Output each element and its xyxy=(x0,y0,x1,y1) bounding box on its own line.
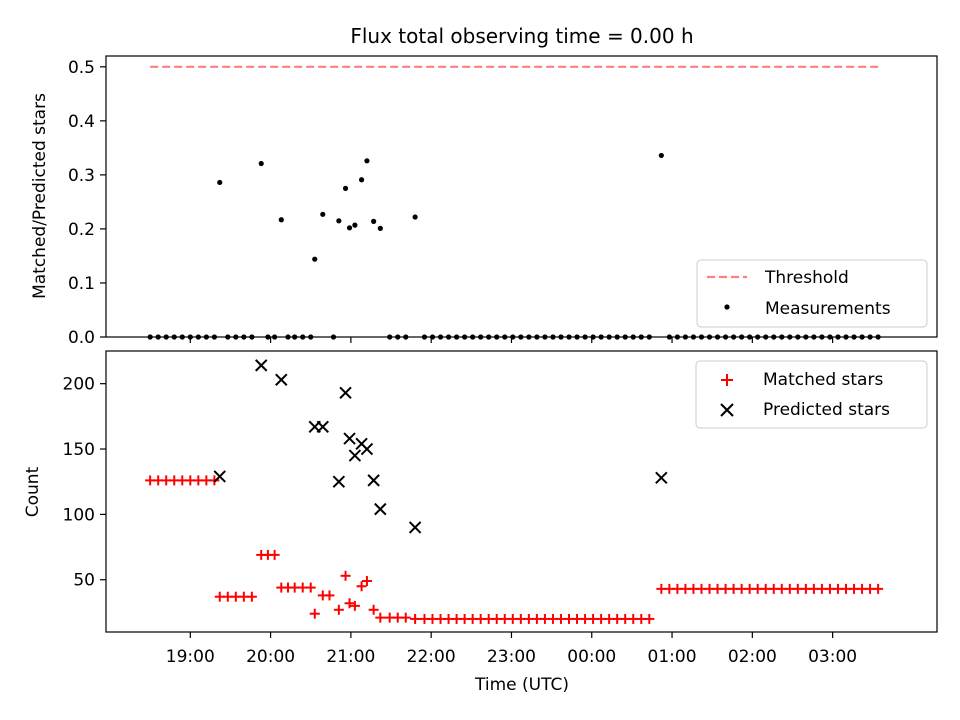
predicted-star-point xyxy=(332,475,346,488)
top-y-tick-label: 0.5 xyxy=(68,58,95,78)
matched-star-point xyxy=(324,590,335,601)
matched-star-point xyxy=(344,598,355,609)
bottom-y-tick-label: 50 xyxy=(73,571,95,591)
legend-matched-marker xyxy=(721,374,733,386)
measurement-point xyxy=(658,152,664,159)
legend-matched-label: Matched stars xyxy=(763,370,883,390)
x-tick-label: 20:00 xyxy=(246,647,295,667)
predicted-star-point xyxy=(213,470,226,483)
predicted-star-point xyxy=(275,373,288,386)
top-y-axis-label: Matched/Predicted stars xyxy=(30,93,50,299)
legend-measurements-dot xyxy=(724,304,730,310)
matched-star-point xyxy=(410,613,421,624)
matched-star-point xyxy=(361,576,372,587)
bottom-y-tick-label: 100 xyxy=(63,505,95,525)
predicted-star-point xyxy=(360,442,374,456)
top-axes-frame xyxy=(105,55,938,338)
top-x-ticks xyxy=(189,337,834,343)
measurement-point xyxy=(377,225,383,231)
bottom-x-axis: 19:00 20:00 21:00 22:00 23:00 00:00 01:00 02:00… xyxy=(166,632,857,667)
measurement-point xyxy=(352,222,358,228)
predicted-star-point xyxy=(316,420,329,434)
bottom-y-tick-label: 200 xyxy=(63,375,95,395)
bottom-legend-box xyxy=(695,360,928,429)
matched-star-point xyxy=(375,612,386,623)
matched-star-point xyxy=(340,570,351,581)
predicted-star-point xyxy=(408,521,422,534)
measurement-point xyxy=(371,218,377,224)
matched-star-point xyxy=(309,608,320,619)
measurement-point xyxy=(358,177,365,183)
x-axis-label: Time (UTC) xyxy=(474,675,569,695)
predicted-star-point xyxy=(655,471,668,484)
top-y-tick-label: 0.2 xyxy=(68,220,95,240)
bottom-y-axis-label: Count xyxy=(23,466,43,517)
legend-threshold-label: Threshold xyxy=(764,268,849,288)
x-tick-label: 23:00 xyxy=(487,647,536,667)
predicted-star-point xyxy=(255,359,268,372)
top-y-tick-label: 0.1 xyxy=(68,274,95,294)
bottom-panel: 50 100 150 200 19:00 20:00 21:00 22:00 23:00 00:… xyxy=(23,350,938,695)
top-legend: Threshold Measurements xyxy=(696,259,928,328)
top-y-axis: 0.0 0.1 0.2 0.3 0.4 0.5 xyxy=(68,58,106,348)
matched-star-point xyxy=(644,613,655,624)
top-legend-box xyxy=(696,259,928,328)
matched-star-point xyxy=(246,591,257,602)
x-tick-label: 02:00 xyxy=(728,647,777,667)
chart-title: Flux total observing time = 0.00 h xyxy=(350,24,693,48)
matched-star-point xyxy=(873,583,884,594)
top-y-tick-label: 0.0 xyxy=(68,328,95,348)
x-tick-label: 19:00 xyxy=(166,647,215,667)
bottom-plot-area xyxy=(145,359,884,624)
predicted-star-point xyxy=(343,432,356,445)
bottom-y-tick-label: 150 xyxy=(63,440,95,460)
x-tick-label: 21:00 xyxy=(326,647,375,667)
predicted-star-point xyxy=(374,502,387,516)
x-tick-label: 22:00 xyxy=(407,647,456,667)
measurement-point xyxy=(258,160,264,167)
matched-star-point xyxy=(269,549,280,560)
x-tick-label: 03:00 xyxy=(808,647,857,667)
predicted-star-point xyxy=(348,449,362,462)
measurement-point xyxy=(312,256,318,262)
matched-star-point xyxy=(305,582,316,593)
matched-star-point xyxy=(368,604,379,615)
bottom-legend: Matched stars Predicted stars xyxy=(695,360,928,429)
bottom-y-axis: 50 100 150 200 xyxy=(63,375,106,591)
matched-star-point xyxy=(333,604,344,615)
matched-star-point xyxy=(349,600,360,611)
top-y-tick-label: 0.4 xyxy=(68,112,95,132)
legend-predicted-label: Predicted stars xyxy=(763,400,890,420)
top-y-tick-label: 0.3 xyxy=(68,166,95,186)
matched-star-point xyxy=(356,581,367,592)
measurement-point xyxy=(278,217,284,223)
measurement-point xyxy=(412,214,418,220)
measurement-point xyxy=(320,211,326,217)
x-tick-label: 00:00 xyxy=(567,647,616,667)
x-tick-label: 01:00 xyxy=(648,647,697,667)
legend-predicted-marker xyxy=(720,403,734,417)
top-panel: 0.0 0.1 0.2 0.3 0.4 0.5 Matched/Predicted sta… xyxy=(30,55,938,348)
top-plot-area xyxy=(147,65,881,340)
matched-star-point xyxy=(209,475,220,486)
measurement-point xyxy=(217,179,223,186)
measurement-point xyxy=(342,185,349,191)
measurement-point xyxy=(364,158,370,164)
bottom-axes-frame xyxy=(105,350,938,633)
measurement-point xyxy=(336,218,342,224)
legend-measurements-label: Measurements xyxy=(765,299,891,319)
measurement-point xyxy=(346,225,353,231)
predicted-star-point xyxy=(339,386,352,400)
matched-star-point xyxy=(400,612,411,623)
predicted-star-point xyxy=(367,474,380,487)
